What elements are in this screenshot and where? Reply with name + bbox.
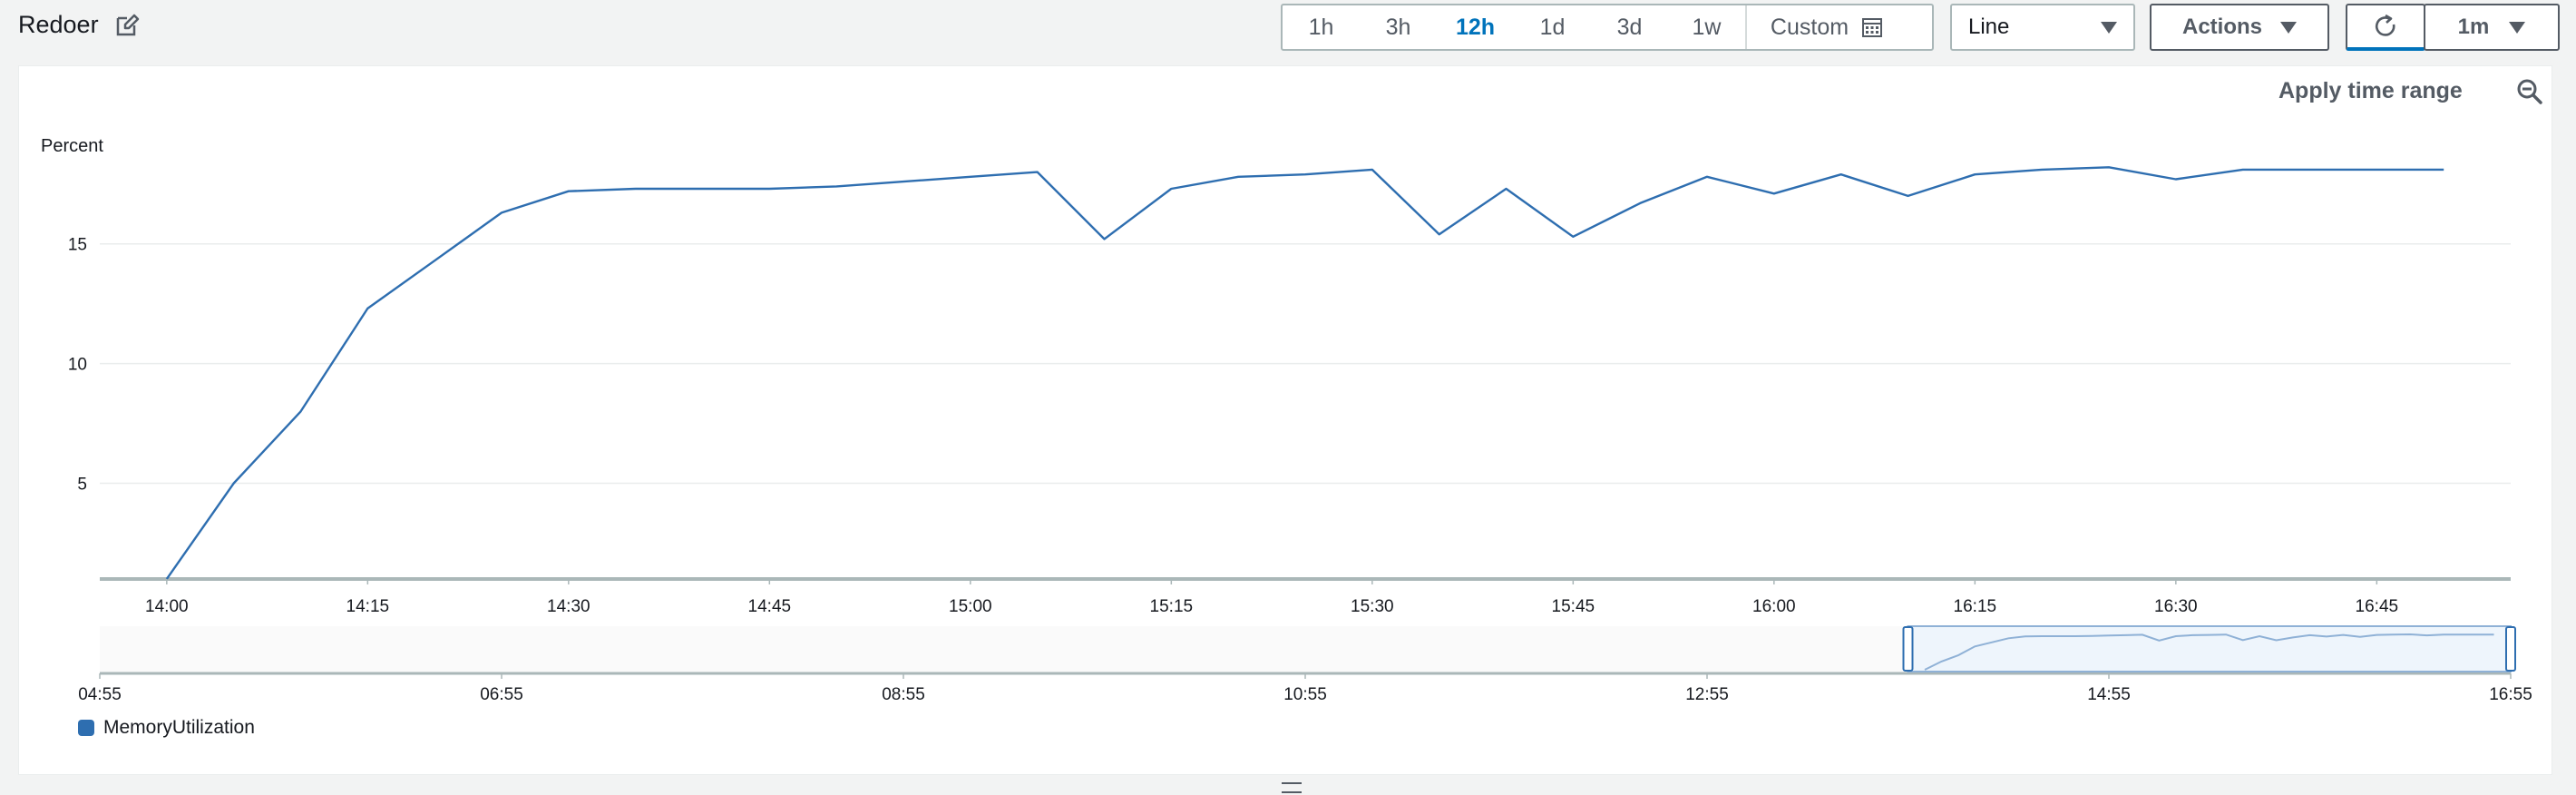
refresh-interval-value: 1m [2457,15,2490,39]
chevron-down-icon [2509,21,2526,34]
chart-type-select[interactable]: Line [1950,4,2135,51]
widget-title: Redoer [18,11,99,38]
zoom-out-icon[interactable] [2516,78,2543,105]
actions-label: Actions [2181,15,2262,39]
calendar-icon [1862,18,1883,37]
resize-handle-icon[interactable] [1282,782,1302,793]
apply-time-range-button[interactable]: Apply time range [2278,78,2463,103]
custom-range-label: Custom [1770,14,1849,40]
chart-panel [18,65,2552,775]
dashboard-header: Redoer 1h 3h 12h 1d 3d 1w Custom Line Ac… [0,0,2576,56]
edit-icon[interactable] [114,13,140,38]
chevron-down-icon [2101,21,2117,34]
refresh-button[interactable] [2346,4,2425,51]
refresh-icon [2375,14,2395,36]
time-range-12h[interactable]: 12h [1455,14,1496,40]
actions-button[interactable]: Actions [2150,4,2329,51]
legend-swatch [78,720,94,736]
time-range-3d[interactable]: 3d [1616,14,1643,40]
legend-item-label[interactable]: MemoryUtilization [103,717,255,738]
chevron-down-icon [2280,21,2297,34]
chart-type-value: Line [1968,15,2010,39]
time-range-1h[interactable]: 1h [1308,14,1334,40]
time-range-3h[interactable]: 3h [1385,14,1411,40]
time-range-1w[interactable]: 1w [1692,14,1722,40]
custom-range-button[interactable]: Custom [1745,5,1907,49]
chart-legend: MemoryUtilization [78,717,255,739]
refresh-interval-select[interactable]: 1m [2424,4,2560,51]
time-range-selector: 1h 3h 12h 1d 3d 1w Custom [1281,4,1934,51]
time-range-1d[interactable]: 1d [1539,14,1566,40]
